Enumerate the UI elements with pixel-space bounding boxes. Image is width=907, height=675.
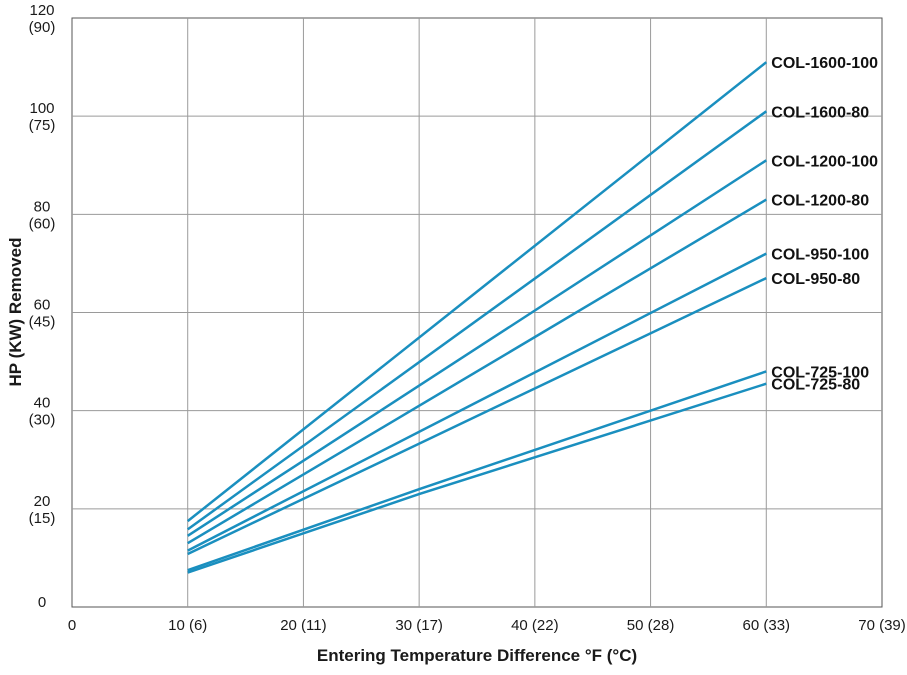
series-label: COL-725-100 xyxy=(771,364,869,381)
series-label: COL-1600-80 xyxy=(771,104,869,121)
y-tick-sublabel: (45) xyxy=(29,314,56,331)
series-line xyxy=(187,252,767,552)
x-tick-label: 20 (11) xyxy=(280,617,326,634)
x-tick-label: 10 (6) xyxy=(168,617,207,634)
y-tick-sublabel: (15) xyxy=(29,510,56,527)
x-tick-label: 0 xyxy=(68,617,76,634)
series-label: COL-725-80 xyxy=(771,377,860,394)
y-tick-label: 20 xyxy=(34,493,51,510)
y-tick-label: 40 xyxy=(34,395,51,412)
series-label: COL-950-80 xyxy=(771,271,860,288)
y-tick-label: 80 xyxy=(34,198,51,215)
y-tick-label: 100 xyxy=(29,100,54,117)
y-tick-sublabel: (30) xyxy=(29,412,56,429)
series-line xyxy=(187,276,767,556)
x-tick-label: 60 (33) xyxy=(743,617,791,634)
y-tick-label: 60 xyxy=(34,297,51,314)
series-line xyxy=(187,382,767,574)
x-tick-labels: 0 10 (6) 20 (11) 30 (17) 40 (22) 50 (28) 60 (3… xyxy=(68,617,906,634)
series-line xyxy=(186,110,768,531)
series-line xyxy=(187,159,767,537)
y-tick-label: 0 xyxy=(38,594,46,611)
x-tick-label: 30 (17) xyxy=(395,617,443,634)
y-tick-labels: 0 20(15) 40(30) 60(45) 80(60) 100(75) 120(90) xyxy=(29,2,56,611)
grid-lines xyxy=(72,18,882,607)
series-label: COL-950-100 xyxy=(771,247,869,264)
series-line xyxy=(187,370,767,572)
series-line xyxy=(186,61,768,523)
series-label: COL-1200-100 xyxy=(771,153,878,170)
y-tick-sublabel: (75) xyxy=(29,117,56,134)
series-labels: COL-1600-100 COL-1600-80 COL-1200-100 COL-1… xyxy=(771,55,878,393)
y-tick-sublabel: (60) xyxy=(29,215,56,232)
series-line xyxy=(187,198,767,545)
x-tick-label: 70 (39) xyxy=(858,617,906,634)
series-label: COL-1600-100 xyxy=(771,55,878,72)
x-tick-label: 40 (22) xyxy=(511,617,559,634)
x-axis-title: Entering Temperature Difference °F (°C) xyxy=(317,646,637,665)
series-lines xyxy=(186,61,768,574)
y-axis-title: HP (KW) Removed xyxy=(6,238,25,387)
y-tick-sublabel: (90) xyxy=(29,19,56,36)
series-label: COL-1200-80 xyxy=(771,193,869,210)
y-tick-label: 120 xyxy=(29,2,54,19)
x-tick-label: 50 (28) xyxy=(627,617,675,634)
